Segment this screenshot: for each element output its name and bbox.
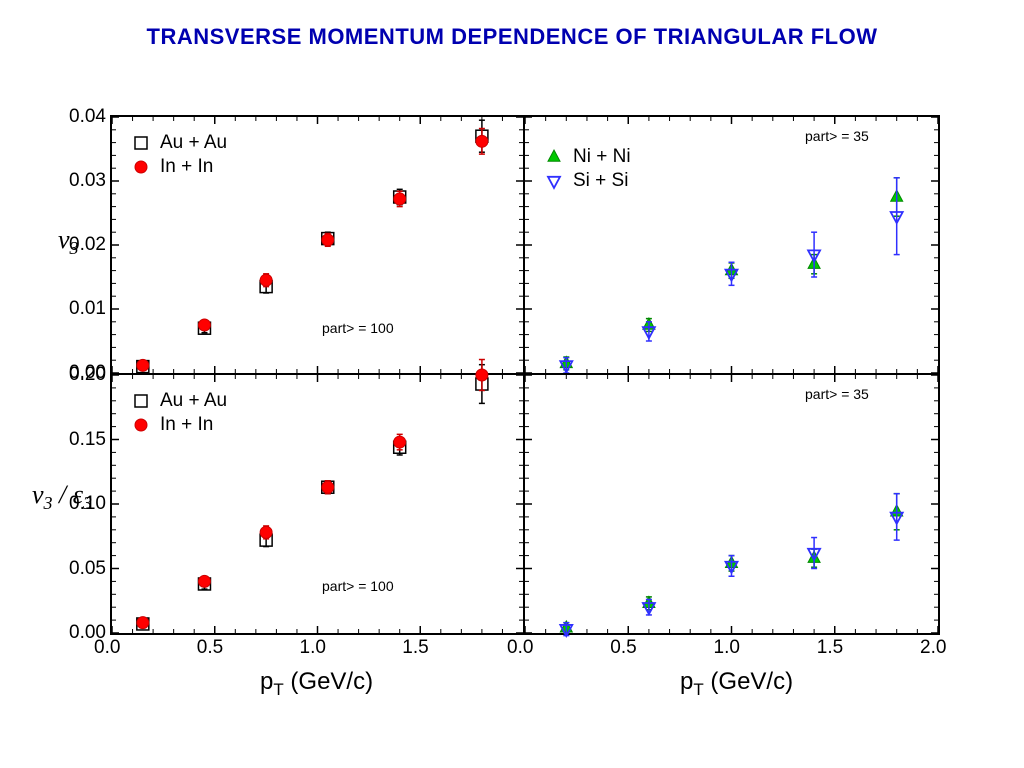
legend: Ni + NiSi + Si bbox=[545, 145, 631, 193]
legend-item: Si + Si bbox=[545, 169, 631, 193]
xtick-label: 0.0 bbox=[94, 637, 120, 659]
xtick-label: 0.5 bbox=[610, 637, 636, 659]
legend: Au + AuIn + In bbox=[132, 389, 227, 437]
ylabel-bottom: v3 / ε3 bbox=[32, 480, 92, 514]
xtick-label: 1.0 bbox=[300, 637, 326, 659]
npart-annotation: part> = 100 bbox=[322, 575, 394, 597]
legend-item: Au + Au bbox=[132, 389, 227, 413]
legend-label: Au + Au bbox=[160, 132, 227, 154]
xtick-label: 1.5 bbox=[817, 637, 843, 659]
xlabel-left: pT (GeV/c) bbox=[260, 668, 373, 700]
ytick-label: 0.20 bbox=[56, 364, 106, 386]
legend-label: In + In bbox=[160, 156, 213, 178]
npart-annotation: part> = 35 bbox=[805, 383, 869, 405]
xtick-label: 1.0 bbox=[714, 637, 740, 659]
plot-grid: 0.000.010.020.030.04part> = 100Au + AuIn… bbox=[110, 115, 940, 635]
xtick-label: 0.5 bbox=[197, 637, 223, 659]
npart-annotation: part> = 35 bbox=[805, 125, 869, 147]
legend-item: Ni + Ni bbox=[545, 145, 631, 169]
ytick-label: 0.15 bbox=[56, 429, 106, 451]
panel-bottom-left: 0.000.050.100.150.200.00.51.01.5part> = … bbox=[110, 373, 525, 635]
legend-item: Au + Au bbox=[132, 131, 227, 155]
ytick-label: 0.05 bbox=[56, 558, 106, 580]
legend-item: In + In bbox=[132, 413, 227, 437]
xtick-label: 1.5 bbox=[402, 637, 428, 659]
legend-label: In + In bbox=[160, 414, 213, 436]
panel-top-right: part> = 35 Ni + NiSi + Si bbox=[523, 115, 940, 375]
ytick-label: 0.03 bbox=[56, 170, 106, 192]
ytick-label: 0.04 bbox=[56, 106, 106, 128]
legend-label: Au + Au bbox=[160, 390, 227, 412]
xtick-label: 2.0 bbox=[920, 637, 946, 659]
ytick-label: 0.01 bbox=[56, 298, 106, 320]
xtick-label: 0.0 bbox=[507, 637, 533, 659]
legend-label: Ni + Ni bbox=[573, 146, 631, 168]
legend-item: In + In bbox=[132, 155, 227, 179]
xlabel-right: pT (GeV/c) bbox=[680, 668, 793, 700]
ylabel-top: v3 bbox=[58, 225, 79, 259]
legend-label: Si + Si bbox=[573, 170, 628, 192]
legend: Au + AuIn + In bbox=[132, 131, 227, 179]
page-title: TRANSVERSE MOMENTUM DEPENDENCE OF TRIANG… bbox=[0, 24, 1024, 50]
panel-bottom-right: 0.00.51.01.52.0part> = 35 bbox=[523, 373, 940, 635]
panel-top-left: 0.000.010.020.030.04part> = 100Au + AuIn… bbox=[110, 115, 525, 375]
npart-annotation: part> = 100 bbox=[322, 317, 394, 339]
